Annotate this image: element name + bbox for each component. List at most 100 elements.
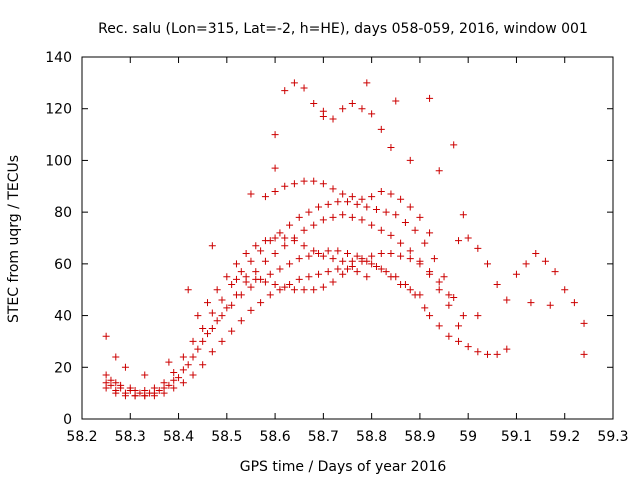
data-point [445,301,453,309]
data-point [455,237,463,245]
data-point [430,255,438,263]
data-point [300,242,308,250]
data-point [242,250,250,258]
data-point [368,193,376,201]
data-point [339,270,347,278]
data-point [228,281,236,289]
data-point [126,387,134,395]
data-point [358,195,366,203]
data-point [397,281,405,289]
data-point [348,193,356,201]
data-point [218,337,226,345]
x-tick-label: 58.8 [356,429,387,445]
data-point [136,389,144,397]
data-point [426,229,434,237]
data-point [199,325,207,332]
data-point [459,312,467,320]
data-point [199,361,207,369]
data-point [426,312,434,320]
data-point [474,348,482,356]
data-point [445,332,453,340]
data-point [237,317,245,325]
y-tick-label: 40 [54,309,72,325]
data-point [406,255,414,263]
data-point [397,239,405,247]
data-point [493,281,501,289]
data-point [358,257,366,265]
data-point [440,273,448,281]
data-point [435,322,443,330]
data-point [315,270,323,278]
data-point [232,275,240,283]
data-point [310,286,318,294]
data-point [339,257,347,265]
data-point [339,190,347,198]
data-point [387,190,395,198]
data-point [204,330,212,338]
data-point [189,353,197,361]
data-point [170,368,178,376]
data-point [368,110,376,118]
data-point [368,252,376,260]
data-point [421,304,429,312]
data-point [290,180,298,188]
y-axis-label: STEC from uqrg / TECUs [6,155,22,323]
data-point [295,213,303,221]
data-point [483,350,491,358]
y-tick-label: 0 [63,412,72,428]
x-tick-label: 59.3 [597,429,628,445]
data-point [121,363,129,371]
data-point [421,239,429,247]
data-point [416,291,424,299]
data-point [392,97,400,105]
data-point [117,384,125,392]
data-point [286,221,294,229]
data-point [184,286,192,294]
data-point [184,361,192,369]
data-point [368,221,376,229]
data-point [141,371,149,379]
data-point [319,107,327,115]
data-point [305,273,313,281]
data-point [319,283,327,291]
data-point [348,213,356,221]
data-point [271,250,279,258]
data-point [353,200,361,208]
data-point [295,275,303,283]
data-point [348,262,356,270]
data-point [397,252,405,260]
data-point [175,374,183,382]
data-point [218,296,226,304]
data-point [141,392,149,400]
data-point [208,348,216,356]
data-point [387,231,395,239]
data-point [319,180,327,188]
data-point [426,268,434,276]
data-point [397,195,405,203]
data-point [276,229,284,237]
data-point [276,286,284,294]
data-point [319,216,327,224]
data-point [522,260,530,268]
data-point [387,144,395,151]
data-point [464,343,472,351]
data-point [266,291,274,299]
data-point [247,283,255,291]
data-point [102,371,110,379]
data-point [261,257,269,265]
data-point [310,247,318,255]
data-point [247,257,255,265]
data-point [281,87,289,95]
data-point [334,198,342,206]
y-tick-label: 60 [54,257,72,273]
data-point [329,278,337,286]
data-point [406,247,414,255]
data-point [252,242,260,250]
data-point [363,273,371,281]
data-point [406,156,414,164]
data-point [194,312,202,320]
data-point [493,350,501,358]
data-point [170,384,178,392]
data-point [334,247,342,255]
data-point [310,177,318,185]
